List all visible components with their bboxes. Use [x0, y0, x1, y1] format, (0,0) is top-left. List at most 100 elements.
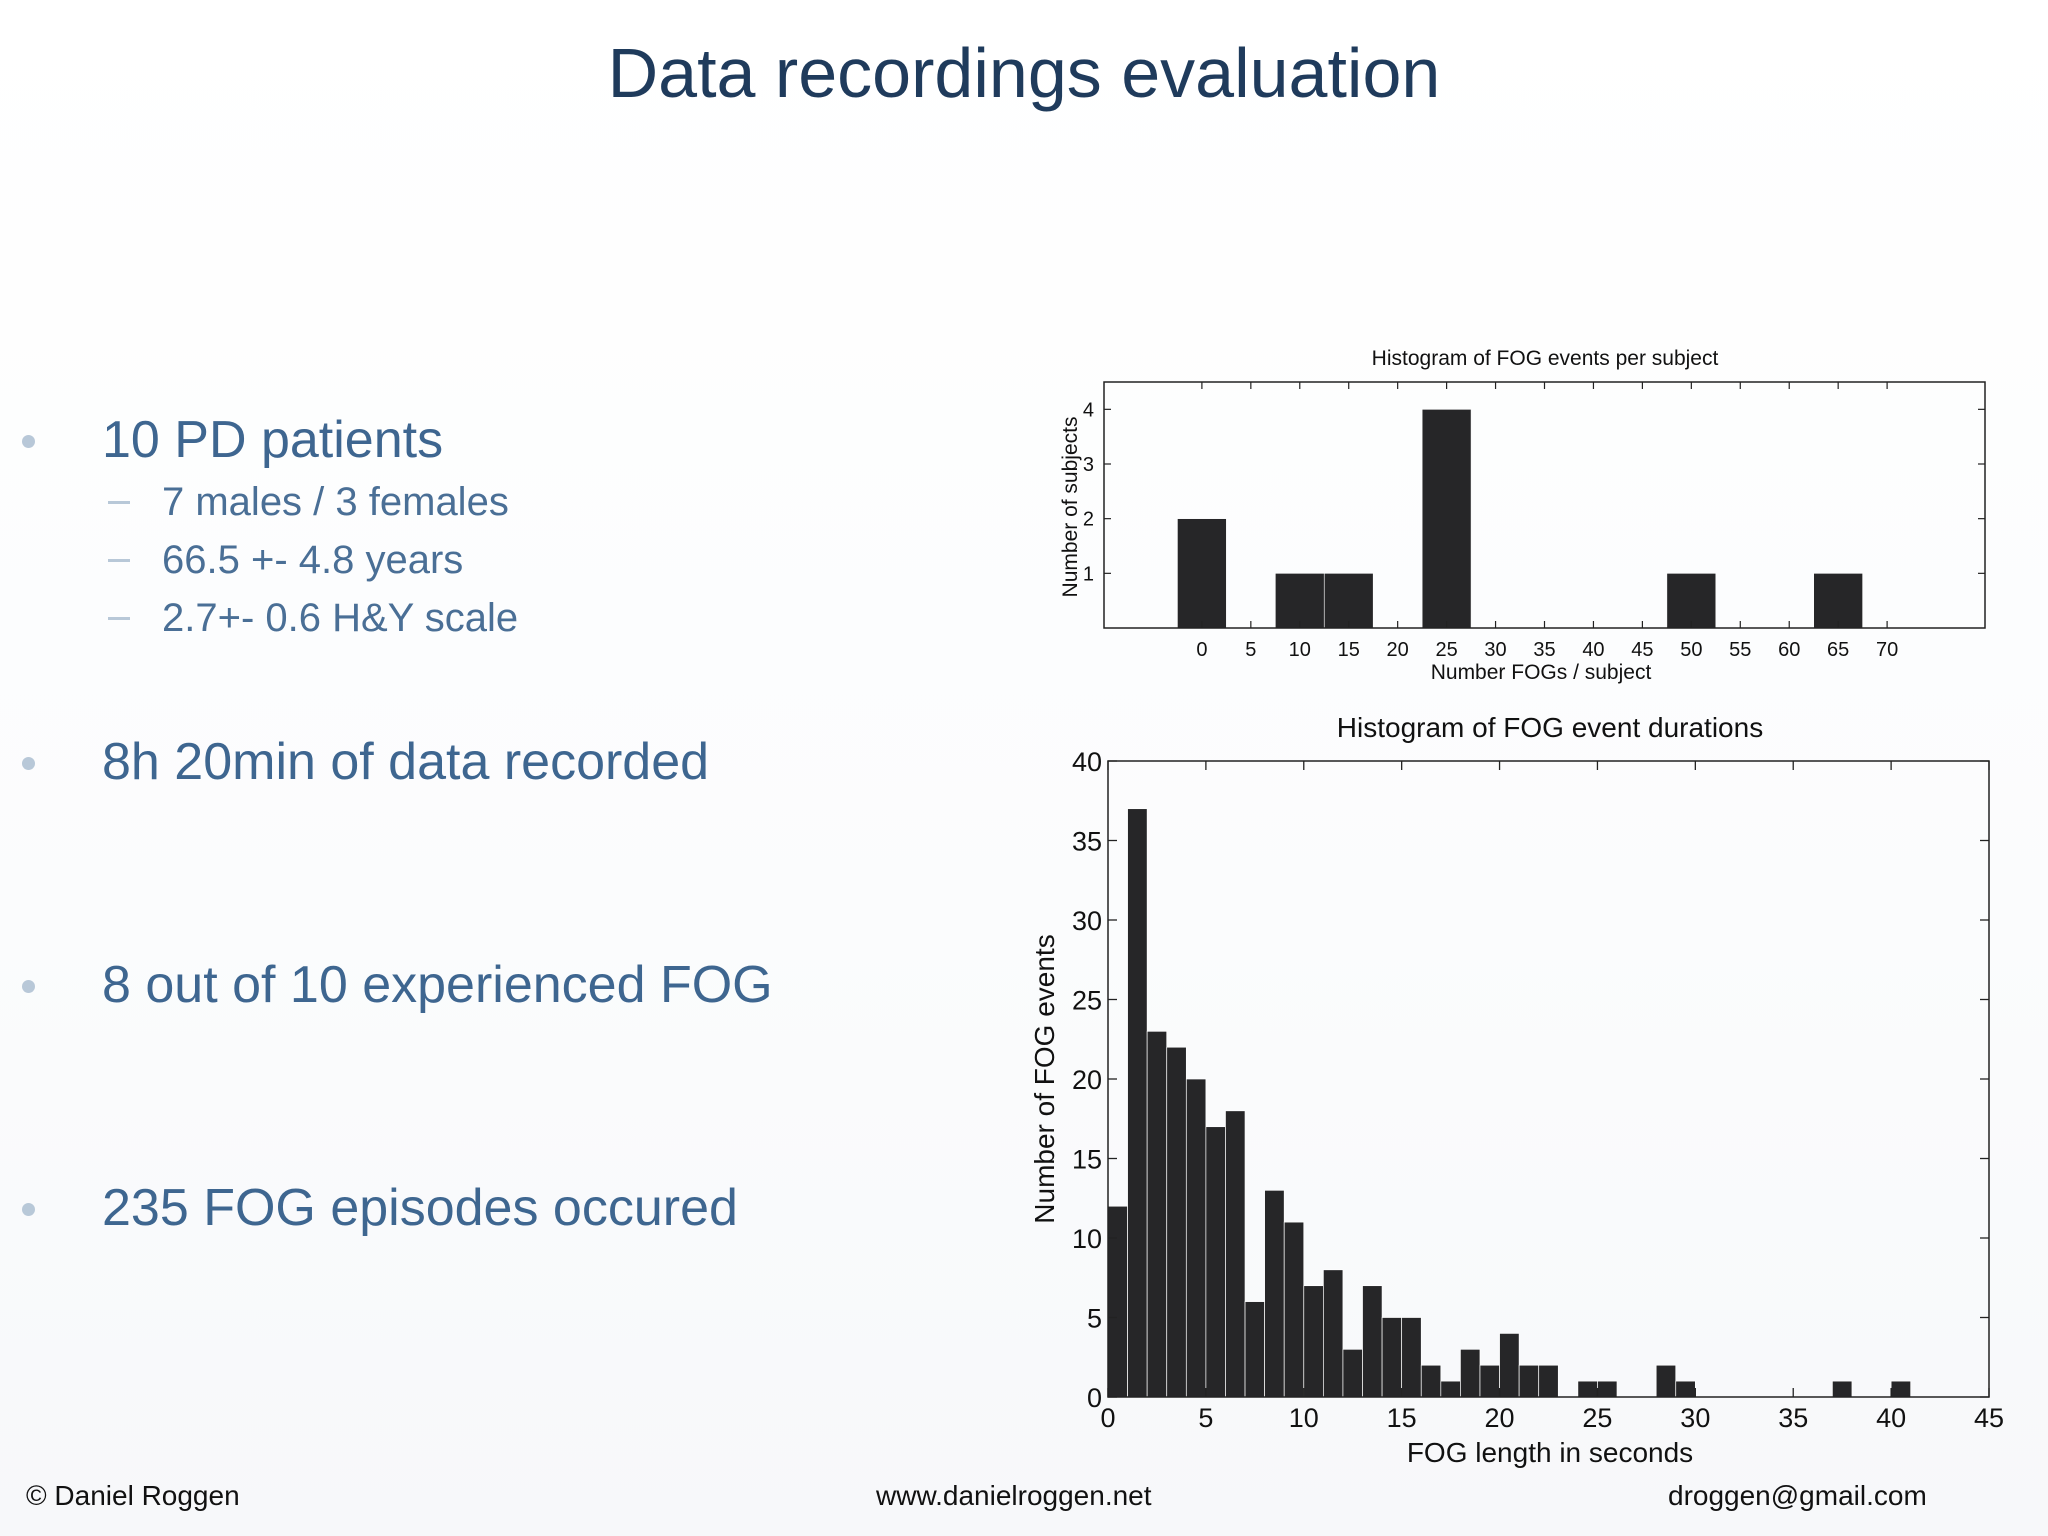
- y-tick-label: 25: [1072, 986, 1102, 1016]
- y-tick-label: 40: [1072, 747, 1102, 777]
- y-tick-label: 3: [1083, 454, 1094, 476]
- x-tick-label: 35: [1533, 639, 1555, 661]
- x-tick-label: 40: [1582, 639, 1604, 661]
- x-tick-label: 70: [1876, 639, 1898, 661]
- x-tick-label: 25: [1582, 1403, 1612, 1433]
- histogram-bar: [1518, 1364, 1540, 1398]
- histogram-bar: [1275, 573, 1325, 629]
- y-tick-label: 1: [1083, 563, 1094, 585]
- histogram-bar: [1362, 1285, 1383, 1398]
- bullet-text: 235 FOG episodes occured: [102, 1179, 738, 1237]
- bullet-dot-icon: [22, 435, 35, 448]
- plot-frame: [1107, 760, 1990, 1398]
- x-tick-label: 10: [1289, 639, 1311, 661]
- sub-bullet-text: 7 males / 3 females: [162, 480, 509, 524]
- x-tick-label: 5: [1245, 639, 1256, 661]
- y-axis-label: Number of subjects: [1059, 417, 1082, 598]
- histogram-bar: [1440, 1380, 1461, 1398]
- x-tick-label: 5: [1198, 1403, 1213, 1433]
- y-tick-label: 30: [1072, 906, 1102, 936]
- footer-website: www.danielroggen.net: [876, 1480, 1152, 1511]
- bullet-text: 8 out of 10 experienced FOG: [102, 956, 773, 1014]
- histogram-bar: [1832, 1380, 1853, 1398]
- histogram-bar: [1460, 1348, 1481, 1398]
- slide-title: Data recordings evaluation: [607, 34, 1441, 112]
- y-tick-label: 2: [1083, 509, 1094, 531]
- x-tick-label: 50: [1680, 639, 1702, 661]
- sub-bullet-text: 2.7+- 0.6 H&Y scale: [162, 596, 519, 640]
- histogram-bar: [1538, 1364, 1559, 1398]
- histogram-bar: [1499, 1333, 1520, 1398]
- x-tick-label: 10: [1289, 1403, 1319, 1433]
- x-tick-label: 0: [1196, 639, 1207, 661]
- y-tick-label: 20: [1072, 1065, 1102, 1095]
- histogram-bar: [1205, 1126, 1226, 1398]
- bullet-text: 8h 20min of data recorded: [102, 733, 710, 791]
- x-tick-label: 35: [1778, 1403, 1808, 1433]
- dash-icon: [108, 617, 130, 620]
- x-tick-label: 45: [1974, 1403, 2004, 1433]
- histogram-bar: [1597, 1380, 1618, 1398]
- histogram-bar: [1479, 1364, 1500, 1398]
- histogram-bar: [1244, 1301, 1265, 1398]
- sub-bullet-text: 66.5 +- 4.8 years: [162, 538, 464, 582]
- x-tick-label: 15: [1338, 639, 1360, 661]
- x-tick-label: 30: [1484, 639, 1506, 661]
- y-tick-label: 5: [1087, 1304, 1102, 1334]
- y-tick-label: 35: [1072, 827, 1102, 857]
- dash-icon: [108, 501, 130, 504]
- histogram-bar: [1655, 1364, 1677, 1398]
- histogram-bar: [1283, 1221, 1305, 1398]
- histogram-bar: [1675, 1380, 1696, 1398]
- x-tick-label: 0: [1100, 1403, 1115, 1433]
- dash-icon: [108, 559, 130, 562]
- x-tick-label: 40: [1876, 1403, 1906, 1433]
- chart-title: Histogram of FOG events per subject: [1372, 347, 1719, 370]
- histogram-bar: [1420, 1364, 1442, 1398]
- histogram-bar: [1264, 1189, 1285, 1398]
- histogram-bar: [1127, 808, 1148, 1398]
- x-tick-label: 15: [1387, 1403, 1417, 1433]
- x-tick-label: 30: [1680, 1403, 1710, 1433]
- y-tick-label: 15: [1072, 1145, 1102, 1175]
- histogram-bar: [1323, 1269, 1344, 1398]
- y-tick-label: 0: [1087, 1383, 1102, 1413]
- bullet-dot-icon: [22, 757, 35, 770]
- footer-email: droggen@gmail.com: [1668, 1480, 1927, 1511]
- x-tick-label: 25: [1435, 639, 1457, 661]
- y-tick-label: 4: [1083, 399, 1094, 421]
- x-tick-label: 20: [1485, 1403, 1515, 1433]
- x-tick-label: 65: [1827, 639, 1849, 661]
- histogram-bar: [1185, 1078, 1207, 1398]
- bullet-dot-icon: [22, 980, 35, 993]
- x-tick-label: 20: [1387, 639, 1409, 661]
- histogram-bar: [1146, 1030, 1168, 1398]
- histogram-bar: [1813, 573, 1863, 629]
- histogram-bar: [1303, 1285, 1324, 1398]
- y-axis-label: Number of FOG events: [1029, 934, 1060, 1223]
- histogram-bar: [1666, 573, 1717, 629]
- histogram-bar: [1421, 409, 1472, 629]
- histogram-bar: [1177, 518, 1227, 629]
- histogram-bar: [1577, 1380, 1598, 1398]
- histogram-bar: [1890, 1380, 1912, 1398]
- bullet-text: 10 PD patients: [102, 411, 444, 469]
- histogram-bar: [1323, 573, 1374, 629]
- histogram-bar: [1107, 1205, 1128, 1398]
- x-axis-label: FOG length in seconds: [1407, 1437, 1693, 1468]
- x-tick-label: 55: [1729, 639, 1751, 661]
- chart-title: Histogram of FOG event durations: [1337, 712, 1763, 743]
- x-axis-label: Number FOGs / subject: [1431, 661, 1652, 684]
- histogram-bar: [1401, 1317, 1422, 1398]
- histogram-bar: [1166, 1046, 1187, 1398]
- histogram-bar: [1381, 1317, 1403, 1398]
- histogram-bar: [1342, 1348, 1363, 1398]
- footer-copyright: © Daniel Roggen: [26, 1480, 240, 1511]
- y-tick-label: 10: [1072, 1224, 1102, 1254]
- bullet-dot-icon: [22, 1203, 35, 1216]
- histogram-bar: [1225, 1110, 1246, 1398]
- x-tick-label: 45: [1631, 639, 1653, 661]
- x-tick-label: 60: [1778, 639, 1800, 661]
